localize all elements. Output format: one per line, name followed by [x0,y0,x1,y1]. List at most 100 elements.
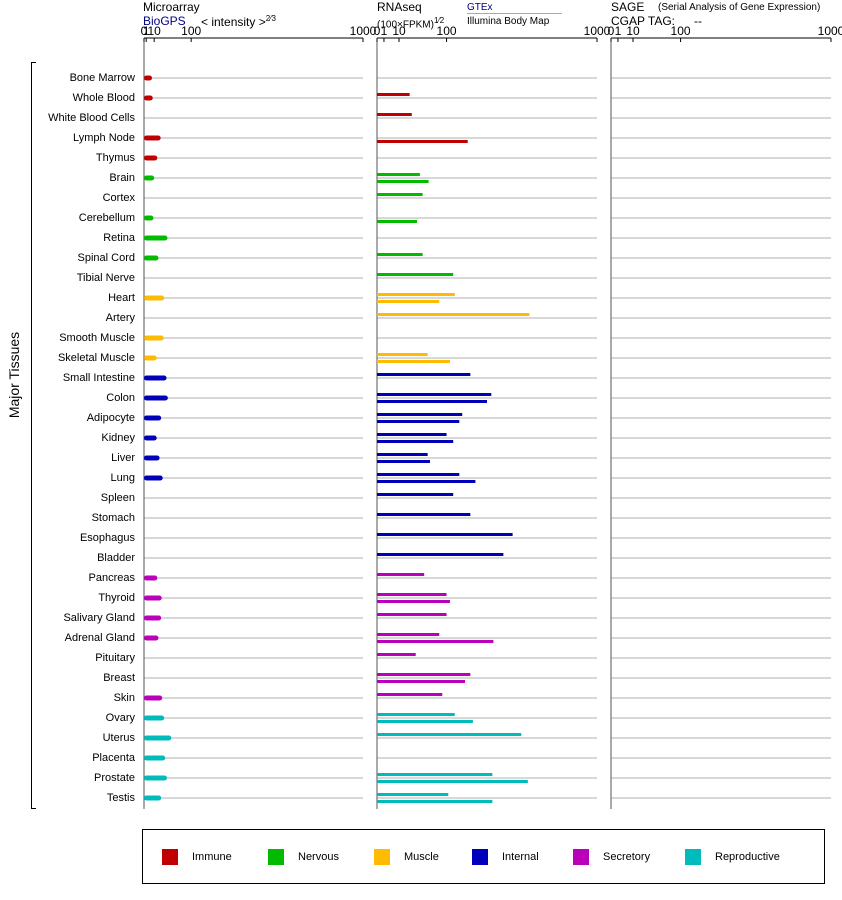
rnaseq-ibm-bar [377,300,440,303]
microarray-bar [144,335,164,341]
tissue-label: Thymus [95,152,135,164]
rnaseq-gtex-bar [377,313,530,316]
rnaseq-ibm-bar [377,420,460,423]
rnaseq-gtex-bar [377,353,428,356]
tissue-label: Stomach [91,512,135,524]
rnaseq-gtex-bar [377,253,423,256]
microarray-bar [144,155,158,161]
microarray-bar [144,735,172,741]
tissue-label: Cerebellum [78,212,135,224]
rnaseq-gtex-bar [377,453,428,456]
microarray-title: Microarray [143,0,200,14]
tissue-label: Kidney [101,432,135,444]
tissue-label: Testis [106,792,135,804]
rnaseq-tick-label: 10 [392,24,406,38]
rnaseq-gtex-bar [377,193,423,196]
rnaseq-ibm-bar [377,220,417,223]
rnaseq-gtex-bar [377,273,454,276]
sage-tick-label: 10 [626,24,640,38]
rnaseq-ibm-bar [377,460,430,463]
tissue-label: Pituitary [95,652,135,664]
tissue-label: Liver [111,452,135,464]
rnaseq-gtex-bar [377,513,471,516]
microarray-bar [144,475,163,481]
tissue-label: Smooth Muscle [59,332,135,344]
microarray-tick-label: 10 [147,24,161,38]
rnaseq-gtex-bar [377,573,425,576]
rnaseq-gtex-bar [377,593,447,596]
microarray-bar [144,95,153,101]
sage-tick-label: 100 [671,24,691,38]
sage-tick-label: 0 [608,24,615,38]
microarray-bar [144,135,161,141]
rnaseq-ibm-bar [377,400,487,403]
gtex-link[interactable]: GTEx [467,2,493,13]
microarray-bar [144,435,157,441]
legend-swatch [472,849,488,865]
source-divider [467,13,562,14]
microarray-source-link[interactable]: BioGPS [143,14,186,28]
tissue-label: Placenta [92,752,135,764]
microarray-bar [144,795,162,801]
rnaseq-gtex-bar [377,793,449,796]
rnaseq-ibm-bar [377,780,528,783]
microarray-bar [144,375,167,381]
legend-label: Immune [192,851,232,863]
tissue-label: White Blood Cells [48,112,135,124]
tissue-label: Esophagus [79,532,135,544]
tissue-label: Heart [108,292,135,304]
microarray-bar [144,755,166,761]
grid-lines [144,77,831,799]
tissue-label: Retina [103,232,135,244]
microarray-bar [144,415,162,421]
rnaseq-gtex-bar [377,173,420,176]
tissue-label: Thyroid [98,592,135,604]
rnaseq-gtex-bar [377,93,410,96]
cgap-value: -- [694,14,702,28]
rnaseq-gtex-bar [377,293,455,296]
rnaseq-gtex-bar [377,413,463,416]
sage-description: (Serial Analysis of Gene Expression) [658,2,821,13]
rnaseq-gtex-bar [377,553,504,556]
rnaseq-gtex-bar [377,773,493,776]
rnaseq-gtex-bar [377,733,522,736]
rnaseq-ibm-bar [377,140,468,143]
bars [144,75,530,803]
tissue-label: Skin [113,692,135,704]
rnaseq-tick-label: 0 [374,24,381,38]
microarray-bar [144,255,159,261]
rnaseq-ibm-bar [377,640,494,643]
tissue-label: Uterus [102,732,135,744]
rnaseq-gtex-bar [377,633,440,636]
legend-swatch [268,849,284,865]
microarray-tick-label: 100 [181,24,201,38]
tissue-label: Artery [105,312,135,324]
tissue-bracket [31,62,36,809]
legend-swatch [374,849,390,865]
rnaseq-ibm-bar [377,440,454,443]
legend-swatch [685,849,701,865]
rnaseq-gtex-bar [377,613,447,616]
rnaseq-gtex-bar [377,713,455,716]
rnaseq-gtex-bar [377,533,513,536]
tissue-label: Adipocyte [86,412,135,424]
rnaseq-gtex-bar [377,473,460,476]
tissue-label: Bladder [97,552,135,564]
tissue-label: Tibial Nerve [76,272,135,284]
tissue-label: Pancreas [88,572,135,584]
microarray-unit-label: < intensity >2⁄3 [201,14,276,29]
tissue-label: Colon [106,392,135,404]
microarray-bar [144,775,167,781]
rnaseq-gtex-bar [377,113,412,116]
tissue-label: Spinal Cord [77,252,135,264]
legend: Immune Nervous Muscle Internal Secretory Repr… [142,829,825,884]
sage-tick-label: 1 [615,24,622,38]
rnaseq-tick-label: 1000 [584,24,611,38]
rnaseq-gtex-bar [377,693,443,696]
rnaseq-gtex-bar [377,653,416,656]
tissue-label: Salivary Gland [63,612,135,624]
legend-swatch [162,849,178,865]
rnaseq-ibm-bar [377,480,476,483]
